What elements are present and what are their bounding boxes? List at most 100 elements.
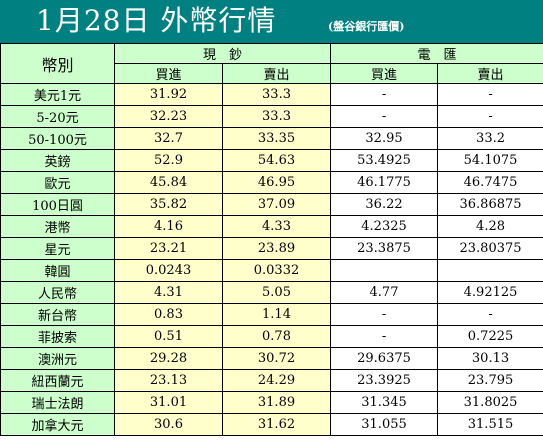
table-row: 韓圓 0.0243 0.0332 [0,259,543,282]
group-header-row: 幣別 現 鈔 電 匯 [0,43,543,84]
cash-sell-header: 賣出 [221,63,332,84]
table-row: 加拿大元 30.6 31.62 31.055 31.515 [0,413,543,436]
cash-buy-cell: 23.21 [114,237,223,260]
cash-sell-cell: 0.0332 [221,259,332,282]
cash-buy-cell: 31.01 [114,391,223,414]
currency-name-cell: 歐元 [0,171,115,194]
cash-sell-cell: 46.95 [221,171,332,194]
cash-sell-cell: 23.89 [221,237,332,260]
cash-buy-cell: 4.16 [114,215,223,238]
currency-name-cell: 紐西蘭元 [0,369,115,392]
cash-buy-cell: 0.83 [114,303,223,326]
table-row: 星元 23.21 23.89 23.3875 23.80375 [0,237,543,260]
wire-sell-cell: 33.2 [437,127,543,150]
wire-buy-cell: 4.2325 [330,215,439,238]
table-row: 50-100元 32.7 33.35 32.95 33.2 [0,127,543,150]
wire-buy-cell: 31.345 [330,391,439,414]
currency-column-header: 幣別 [0,43,115,84]
table-row: 5-20元 32.23 33.3- - [0,105,543,128]
wire-sell-cell: - [437,83,543,106]
table-row: 紐西蘭元 23.13 24.29 23.3925 23.795 [0,369,543,392]
wire-buy-cell: 31.055 [330,413,439,436]
wire-buy-cell: - [330,105,439,128]
currency-name-cell: 加拿大元 [0,413,115,436]
cash-buy-cell: 32.23 [114,105,223,128]
rate-rows: 美元1元 31.92 33.3- -5-20元 32.23 33.3- -50-100元 32… [0,83,543,436]
table-row: 新台幣 0.83 1.14- - [0,303,543,326]
cash-sell-cell: 31.89 [221,391,332,414]
cash-sell-cell: 5.05 [221,281,332,304]
wire-sell-cell: 31.515 [437,413,543,436]
cash-sell-cell: 1.14 [221,303,332,326]
currency-name-cell: 英鎊 [0,149,115,172]
cash-buy-header: 買進 [114,63,223,84]
wire-sell-cell: 31.8025 [437,391,543,414]
cash-buy-cell: 23.13 [114,369,223,392]
wire-buy-cell [330,259,439,282]
page-title: 1月28日 外幣行情 [36,4,277,37]
cash-buy-cell: 31.92 [114,83,223,106]
cash-buy-cell: 30.6 [114,413,223,436]
wire-sell-cell: 36.86875 [437,193,543,216]
table-header: 幣別 現 鈔 電 匯 買進 賣出 買進 賣出 [0,43,543,84]
currency-name-cell: 100日圓 [0,193,115,216]
cash-sell-cell: 54.63 [221,149,332,172]
currency-name-cell: 澳洲元 [0,347,115,370]
wire-sell-cell: 23.795 [437,369,543,392]
currency-name-cell: 5-20元 [0,105,115,128]
table-row: 英鎊 52.9 54.63 53.4925 54.1075 [0,149,543,172]
cash-buy-cell: 0.0243 [114,259,223,282]
wire-sell-cell: 23.80375 [437,237,543,260]
currency-name-cell: 50-100元 [0,127,115,150]
cash-buy-cell: 4.31 [114,281,223,304]
wire-sell-cell: 4.28 [437,215,543,238]
wire-buy-cell: 4.77 [330,281,439,304]
cash-buy-cell: 45.84 [114,171,223,194]
subheader-row: 買進 賣出 買進 賣出 [1,63,543,84]
cash-group-header: 現 鈔 [113,43,332,64]
wire-buy-cell: 46.1775 [330,171,439,194]
currency-name-cell: 新台幣 [0,303,115,326]
wire-buy-cell: - [330,303,439,326]
cash-buy-cell: 29.28 [114,347,223,370]
wire-buy-cell: - [330,325,439,348]
currency-name-cell: 韓圓 [0,259,115,282]
wire-sell-cell: 46.7475 [437,171,543,194]
wire-buy-cell: 23.3925 [330,369,439,392]
cash-sell-cell: 33.3 [221,83,332,106]
currency-name-cell: 美元1元 [0,83,115,106]
wire-group-header: 電 匯 [330,43,543,64]
table-row: 人民幣 4.31 5.05 4.77 4.92125 [0,281,543,304]
wire-buy-cell: - [330,83,439,106]
wire-sell-cell: - [437,105,543,128]
wire-buy-header: 買進 [330,63,439,84]
table-row: 港幣 4.16 4.33 4.2325 4.28 [0,215,543,238]
table-row: 菲披索 0.51 0.78-0.7225 [0,325,543,348]
cash-sell-cell: 33.3 [221,105,332,128]
currency-name-cell: 港幣 [0,215,115,238]
cash-sell-cell: 33.35 [221,127,332,150]
currency-name-cell: 瑞士法朗 [0,391,115,414]
table-row: 瑞士法朗 31.01 31.89 31.345 31.8025 [0,391,543,414]
cash-sell-cell: 0.78 [221,325,332,348]
table-row: 100日圓 35.82 37.09 36.22 36.86875 [0,193,543,216]
wire-sell-cell: 0.7225 [437,325,543,348]
wire-buy-cell: 29.6375 [330,347,439,370]
currency-name-cell: 星元 [0,237,115,260]
table-row: 澳洲元 29.28 30.72 29.6375 30.13 [0,347,543,370]
cash-buy-cell: 52.9 [114,149,223,172]
wire-sell-cell: 54.1075 [437,149,543,172]
wire-sell-cell [437,259,543,282]
wire-buy-cell: 53.4925 [330,149,439,172]
wire-buy-cell: 36.22 [330,193,439,216]
currency-name-cell: 菲披索 [0,325,115,348]
wire-buy-cell: 32.95 [330,127,439,150]
cash-sell-cell: 31.62 [221,413,332,436]
exchange-rate-table: 幣別 現 鈔 電 匯 買進 賣出 買進 賣出 美元1元 31.92 33.3- -5-… [0,43,543,436]
cash-sell-cell: 37.09 [221,193,332,216]
cash-sell-cell: 24.29 [221,369,332,392]
cash-buy-cell: 0.51 [114,325,223,348]
table-row: 美元1元 31.92 33.3- - [0,83,543,106]
cash-buy-cell: 35.82 [114,193,223,216]
page-subtitle: (盤谷銀行匯價) [328,20,405,33]
